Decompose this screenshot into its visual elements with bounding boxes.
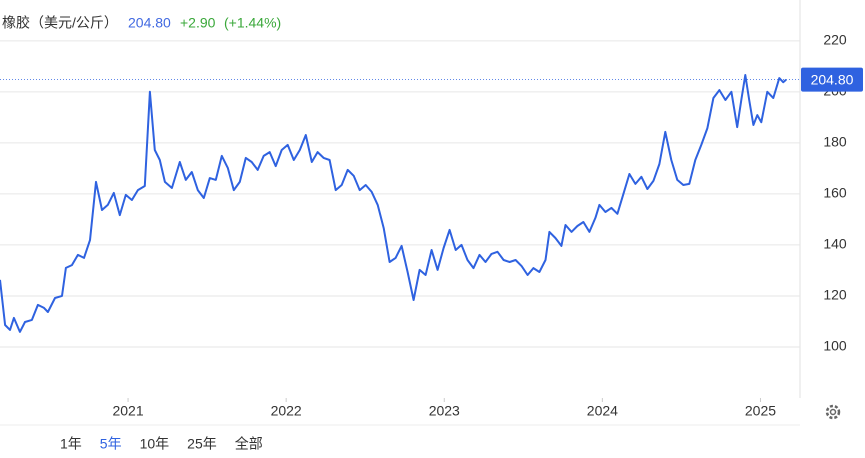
last-value-badge bbox=[801, 67, 863, 92]
y-tick-label: 220 bbox=[823, 32, 847, 48]
last-value-label: 204.80 bbox=[811, 71, 854, 87]
settings-icon[interactable] bbox=[825, 404, 841, 420]
y-tick-label: 140 bbox=[823, 236, 847, 252]
y-tick-label: 120 bbox=[823, 287, 847, 303]
chart-title: 橡胶（美元/公斤） bbox=[2, 15, 118, 31]
change: +2.90 bbox=[180, 15, 216, 31]
range-button[interactable]: 25年 bbox=[187, 436, 217, 452]
range-button[interactable]: 5年 bbox=[100, 436, 122, 452]
price-line bbox=[0, 74, 787, 333]
x-tick-label: 2021 bbox=[112, 403, 143, 419]
range-button[interactable]: 全部 bbox=[235, 436, 263, 452]
range-button[interactable]: 1年 bbox=[60, 436, 82, 452]
range-button[interactable]: 10年 bbox=[140, 436, 170, 452]
price: 204.80 bbox=[128, 15, 171, 31]
y-tick-label: 100 bbox=[823, 338, 847, 354]
x-tick-label: 2025 bbox=[745, 403, 776, 419]
x-tick-label: 2022 bbox=[271, 403, 302, 419]
y-tick-label: 180 bbox=[823, 134, 847, 150]
y-tick-label: 160 bbox=[823, 185, 847, 201]
change-pct: (+1.44%) bbox=[224, 15, 281, 31]
x-tick-label: 2023 bbox=[429, 403, 460, 419]
x-tick-label: 2024 bbox=[587, 403, 618, 419]
